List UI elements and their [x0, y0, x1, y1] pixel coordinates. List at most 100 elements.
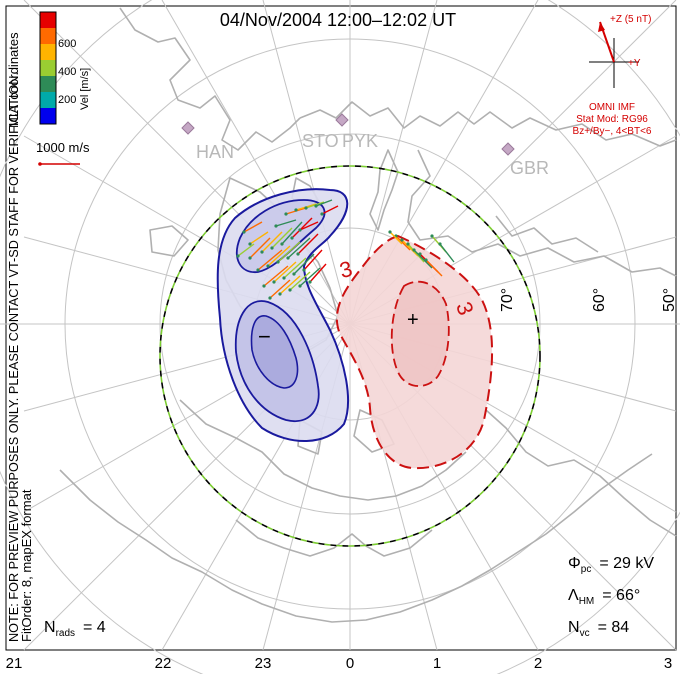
velocity-vector-origin: [406, 242, 410, 246]
hm-boundary-black: [159, 165, 541, 547]
phi-symbol: Φ: [568, 555, 581, 572]
velocity-vector: [299, 221, 319, 231]
nvc-value: = 84: [598, 619, 630, 636]
velocity-vector: [261, 231, 283, 253]
velocity-vector-origin: [294, 208, 298, 212]
lambda-value: = 66°: [602, 587, 640, 604]
velocity-vector: [293, 253, 315, 275]
velocity-vector-origin: [242, 230, 246, 234]
station-marker-han: [181, 121, 195, 135]
velocity-vector-origin: [260, 250, 264, 254]
colorbar-steps: [40, 12, 56, 125]
readout-lambda-hm: ΛHM = 66°: [568, 587, 640, 607]
velocity-vector-origin: [272, 280, 276, 284]
velocity-vector-origin: [292, 272, 296, 276]
velocity-vector: [407, 243, 425, 263]
velocity-vector-origin: [298, 284, 302, 288]
velocity-vector-origin: [418, 252, 422, 256]
coords-label: MLT coordinates: [6, 32, 21, 128]
nvc-symbol: N: [568, 619, 580, 636]
velocity-vector: [277, 241, 301, 263]
dusk-cell: [216, 188, 350, 442]
velocity-vector: [425, 259, 443, 277]
dawn-contour-label-left: 3: [337, 256, 355, 283]
velocity-vector-origin: [400, 238, 404, 242]
station-label-han: HAN: [196, 142, 234, 162]
phi-value: = 29 kV: [599, 555, 654, 572]
hm-boundary-green: [159, 165, 541, 547]
velocity-vector-origin: [236, 254, 240, 258]
mlt-tick-0: 0: [346, 655, 354, 672]
dusk-cell-mid-contour: [236, 199, 326, 273]
coastline-hudson-bay: [235, 519, 433, 557]
station-marker-gbr: [501, 142, 515, 156]
velocity-vector: [273, 261, 297, 283]
colorbar-tick-600: 600: [58, 38, 76, 50]
velocity-vector: [297, 233, 319, 255]
station-label-pyk: PYK: [342, 131, 378, 151]
dusk-cell-inner-contour: [250, 315, 299, 389]
imf-y-label: +Y: [628, 58, 641, 69]
imf-source: OMNI IMF: [589, 102, 635, 113]
mlt-tick-1: 1: [433, 655, 441, 672]
velocity-vector: [237, 243, 255, 257]
imf-model-line2: Bz+/By−, 4<BT<6: [573, 126, 652, 137]
lat-label-50: 50°: [661, 288, 678, 312]
colorbar-step: [40, 92, 56, 109]
velocity-vector: [271, 227, 293, 249]
velocity-vector: [389, 231, 403, 245]
velocity-vector-origin: [298, 228, 302, 232]
colorbar-step: [40, 108, 56, 125]
mlt-axis: 21 22 23 0 1 2 3: [6, 655, 673, 672]
velocity-vector-origin: [430, 234, 434, 238]
scale-vector-label: 1000 m/s: [36, 140, 90, 155]
nrads-value: = 4: [83, 619, 106, 636]
velocity-vector: [395, 235, 411, 251]
velocity-vector-origin: [278, 292, 282, 296]
mlt-tick-22: 22: [155, 655, 172, 672]
mlt-tick-23: 23: [255, 655, 272, 672]
velocity-vector: [263, 265, 289, 287]
velocity-vector-origin: [304, 206, 308, 210]
velocity-vector-origin: [270, 246, 274, 250]
velocity-vector-origin: [248, 256, 252, 260]
velocity-vector-origin: [320, 212, 324, 216]
imf-vector-arrowhead: [598, 22, 605, 32]
dusk-cell-sign: −: [258, 324, 271, 349]
velocity-vector-origin: [288, 288, 292, 292]
station-label-sto: STO: [302, 131, 339, 151]
velocity-vector-origin: [248, 242, 252, 246]
velocity-vector-origin: [290, 236, 294, 240]
imf-panel: +Z (5 nT) +Y OMNI IMF Stat Mod: RG96 Bz+…: [573, 14, 652, 137]
station-labels: HAN STO PYK GBR: [196, 131, 549, 178]
colorbar: 600 400 200 Vel [m/s]: [39, 11, 91, 125]
nrads-subscript: rads: [56, 628, 75, 639]
velocity-vector-origin: [296, 252, 300, 256]
readout-phi-pc: Φpc = 29 kV: [568, 555, 654, 575]
coastline-russia-north: [299, 101, 677, 147]
nrads-symbol: N: [44, 619, 56, 636]
velocity-vector-origin: [256, 268, 260, 272]
colorbar-frame: [39, 11, 57, 125]
imf-model-line1: Stat Mod: RG96: [576, 114, 648, 125]
velocity-vector: [401, 239, 419, 257]
mlt-tick-3: 3: [664, 655, 672, 672]
mlt-tick-21: 21: [6, 655, 23, 672]
velocity-vector: [279, 275, 301, 295]
velocity-vector: [315, 199, 333, 207]
colorbar-step: [40, 76, 56, 93]
readout-n-vc: Nvc = 84: [568, 619, 629, 639]
coastline-scandinavia: [119, 7, 301, 151]
colorbar-step: [40, 60, 56, 77]
velocity-vector-origin: [266, 264, 270, 268]
velocity-vector-origin: [438, 242, 442, 246]
colorbar-step: [40, 28, 56, 45]
fit-order-note: FitOrder: 8, mapEX format: [19, 489, 34, 642]
velocity-vector: [303, 249, 323, 271]
phi-subscript: pc: [581, 564, 592, 575]
plot-frame: [5, 5, 677, 651]
coastline-novaya-zemlya: [369, 149, 399, 231]
velocity-vector: [269, 279, 291, 299]
velocity-vector-origin: [280, 242, 284, 246]
